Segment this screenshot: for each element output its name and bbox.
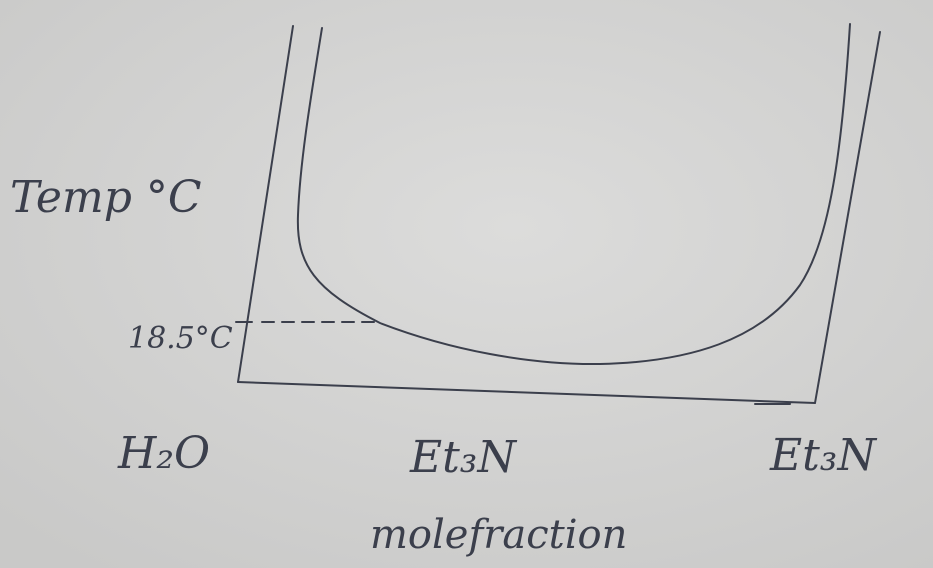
y-axis-label: Temp °C <box>10 172 202 223</box>
coexistence-curve <box>296 23 851 366</box>
bottom-axis <box>237 381 816 405</box>
amine-label: Et₃N <box>409 432 517 483</box>
amine-end-label: Et₃N <box>769 430 877 481</box>
axis-caption: molefraction <box>370 512 627 558</box>
temperature-label: 18.5°C <box>128 321 233 356</box>
water-label: H₂O <box>117 428 210 479</box>
right-axis <box>814 31 881 404</box>
